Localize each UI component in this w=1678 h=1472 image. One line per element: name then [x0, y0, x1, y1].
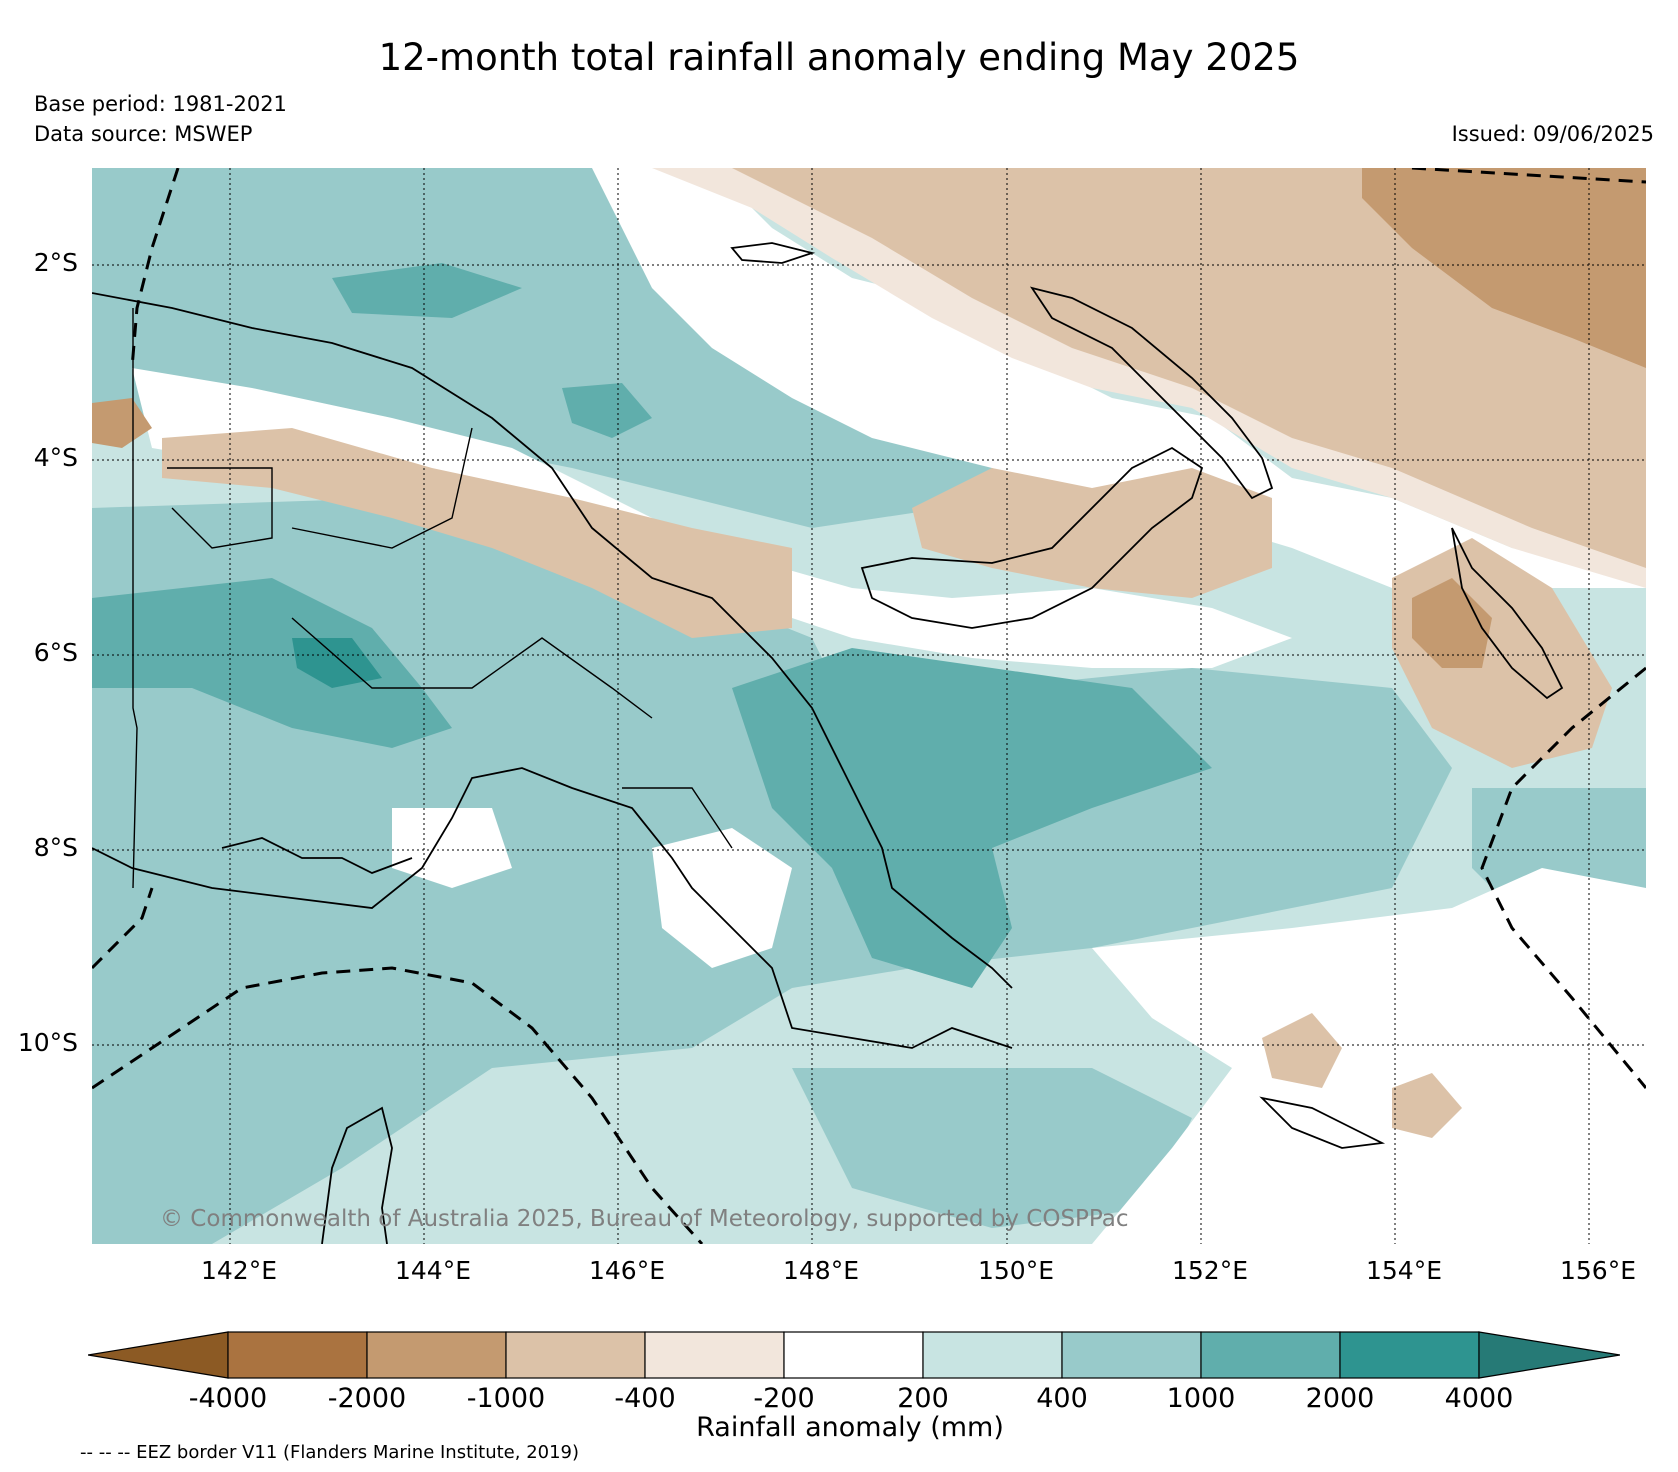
anomaly-region-teal-west — [92, 168, 1072, 528]
map-title: 12-month total rainfall anomaly ending M… — [378, 36, 1300, 79]
issued-date-text: Issued: 09/06/2025 — [1451, 122, 1654, 146]
guadalcanal-island — [1259, 1096, 1386, 1149]
lat-label-10s: 10°S — [17, 1028, 78, 1057]
anomaly-region-teal-deep-west — [292, 638, 382, 688]
colorbar-segment-7 — [1061, 1331, 1202, 1379]
colorbar-tick-label: -200 — [753, 1383, 815, 1414]
anomaly-region-dry-tan-north — [732, 168, 1646, 568]
admin-borders — [132, 308, 733, 889]
anomaly-region-teal-dark-central — [732, 648, 1212, 988]
eez-border-west — [130, 168, 180, 369]
anomaly-region-teal-dark-west — [92, 578, 452, 748]
anomaly-region-neutral-southeast — [1092, 868, 1646, 1244]
anomaly-region-dry-westpatch — [92, 398, 152, 448]
new-guinea-south-coast — [92, 767, 1013, 1049]
anomaly-region-dry-bougainville-core — [1412, 578, 1492, 668]
bougainville-island — [1451, 527, 1564, 700]
eez-border-southwest — [92, 887, 154, 970]
colorbar-tick-label: -1000 — [466, 1383, 546, 1414]
colorbar-segment-2 — [366, 1331, 507, 1379]
anomaly-region-teal-bottom — [792, 1068, 1192, 1228]
anomaly-region-teal-dark-east — [562, 383, 652, 438]
eez-border-south — [92, 966, 704, 1244]
anomaly-region-dry-highlands — [162, 428, 792, 638]
colorbar-tick-label: 400 — [1036, 1383, 1088, 1414]
lat-label-2s: 2°S — [33, 248, 78, 277]
cape-york — [321, 1106, 393, 1244]
graticule — [92, 168, 1646, 1244]
lon-label-148e: 148°E — [782, 1256, 860, 1285]
colorbar-tick-label: 2000 — [1305, 1383, 1375, 1414]
colorbar-segment-4 — [644, 1331, 785, 1379]
lon-label-150e: 150°E — [977, 1256, 1055, 1285]
new-britain-island — [860, 446, 1204, 629]
anomaly-region-dry-newbritain — [912, 468, 1272, 598]
lon-label-152e: 152°E — [1171, 1256, 1249, 1285]
eez-borders — [92, 168, 1646, 1244]
colorbar-segment-8 — [1200, 1331, 1341, 1379]
colorbar — [88, 1331, 1620, 1379]
manus-island — [730, 242, 816, 264]
colorbar-tick-label: -2000 — [327, 1383, 407, 1414]
lon-label-142e: 142°E — [200, 1256, 278, 1285]
fly-delta — [221, 837, 413, 874]
colorbar-segment-5 — [783, 1331, 924, 1379]
rainfall-anomaly-map — [92, 168, 1646, 1244]
coastlines — [92, 242, 1564, 1244]
lat-label-8s: 8°S — [33, 833, 78, 862]
lon-label-144e: 144°E — [394, 1256, 472, 1285]
anomaly-region-dry-mid-northeast — [1362, 168, 1646, 368]
eez-legend-note: -- -- -- EEZ border V11 (Flanders Marine… — [80, 1442, 580, 1463]
colorbar-segment-9 — [1339, 1331, 1480, 1379]
colorbar-tick-label: 4000 — [1444, 1383, 1514, 1414]
colorbar-extend-max — [1478, 1331, 1620, 1379]
colorbar-segment-1 — [227, 1331, 368, 1379]
lat-label-6s: 6°S — [33, 638, 78, 667]
lat-label-4s: 4°S — [33, 443, 78, 472]
new-ireland-island — [1029, 286, 1274, 500]
copyright-text: © Commonwealth of Australia 2025, Bureau… — [160, 1206, 1129, 1232]
eez-border-east — [1480, 666, 1646, 1089]
province-border-west — [167, 467, 273, 549]
colorbar-extend-min — [88, 1331, 229, 1379]
new-guinea-north-coast — [92, 292, 1013, 989]
anomaly-region-dry-solomons-south — [1262, 1013, 1342, 1088]
province-border-highlands — [291, 617, 653, 719]
colorbar-tick-label: -4000 — [188, 1383, 268, 1414]
province-border-central — [291, 427, 473, 549]
anomaly-region-teal-dark-north — [332, 263, 522, 318]
eez-border-northeast — [1411, 168, 1646, 184]
lon-label-146e: 146°E — [588, 1256, 666, 1285]
anomaly-region-dry-rennell — [1392, 1073, 1462, 1138]
colorbar-segment-6 — [922, 1331, 1063, 1379]
anomaly-region-neutral-central — [132, 368, 1292, 668]
lon-label-156e: 156°E — [1559, 1256, 1637, 1285]
base-period-text: Base period: 1981-2021 — [34, 92, 287, 116]
data-source-text: Data source: MSWEP — [34, 122, 253, 146]
colorbar-segment-3 — [505, 1331, 646, 1379]
colorbar-tick-label: 200 — [897, 1383, 949, 1414]
province-border-south — [622, 787, 733, 849]
png-indonesia-border — [132, 308, 138, 889]
anomaly-region-neutral-png-south — [652, 828, 792, 968]
colorbar-tick-label: -400 — [614, 1383, 676, 1414]
colorbar-label: Rainfall anomaly (mm) — [696, 1412, 1004, 1443]
colorbar-tick-label: 1000 — [1166, 1383, 1236, 1414]
lon-label-154e: 154°E — [1365, 1256, 1443, 1285]
